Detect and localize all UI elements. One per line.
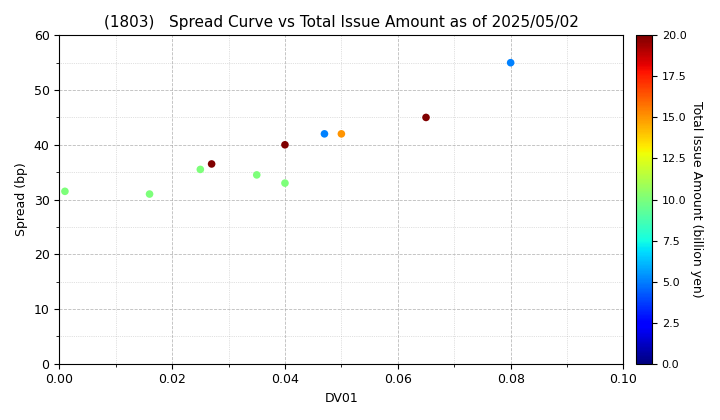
Y-axis label: Spread (bp): Spread (bp): [15, 163, 28, 236]
Y-axis label: Total Issue Amount (billion yen): Total Issue Amount (billion yen): [690, 101, 703, 298]
Point: [206, 160, 217, 167]
Point: [505, 59, 516, 66]
Point: [194, 166, 206, 173]
Point: [319, 131, 330, 137]
Point: [279, 180, 291, 186]
Title: (1803)   Spread Curve vs Total Issue Amount as of 2025/05/02: (1803) Spread Curve vs Total Issue Amoun…: [104, 15, 579, 30]
Point: [336, 131, 347, 137]
Point: [144, 191, 156, 197]
Point: [59, 188, 71, 195]
Point: [420, 114, 432, 121]
Point: [279, 142, 291, 148]
X-axis label: DV01: DV01: [325, 392, 359, 405]
Point: [251, 171, 263, 178]
